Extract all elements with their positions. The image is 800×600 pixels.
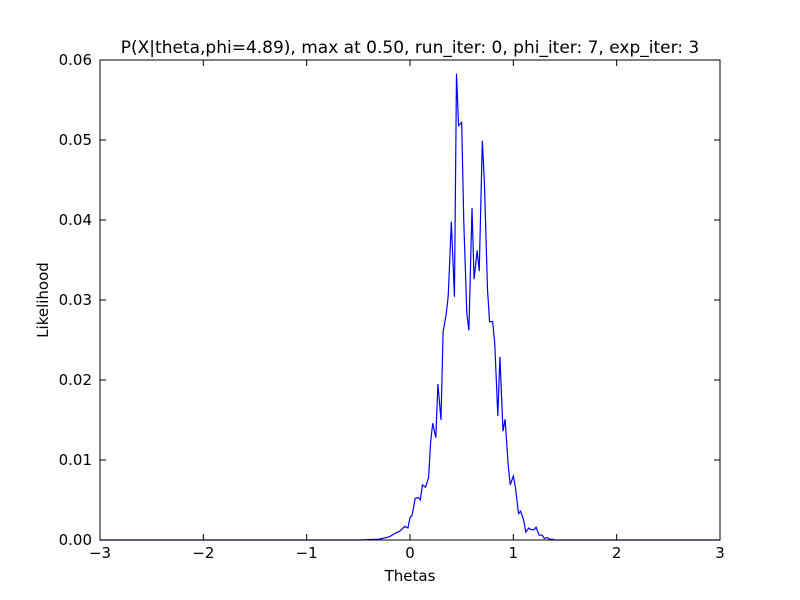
x-tick-label: 0 [405, 544, 415, 562]
x-tick-label: 2 [612, 544, 622, 562]
y-tick-label: 0.05 [59, 131, 92, 149]
y-tick-label: 0.04 [59, 211, 92, 229]
x-tick-label: 3 [715, 544, 725, 562]
y-axis-label: Likelihood [34, 262, 52, 338]
likelihood-line [100, 73, 720, 541]
y-tick-label: 0.06 [59, 51, 92, 69]
x-tick-label: 1 [509, 544, 519, 562]
x-tick-label: −1 [296, 544, 318, 562]
y-tick-label: 0.01 [59, 451, 92, 469]
y-tick-label: 0.03 [59, 291, 92, 309]
x-axis-label: Thetas [384, 567, 436, 585]
x-tick-label: −3 [89, 544, 111, 562]
x-tick-label: −2 [192, 544, 214, 562]
y-axis: 0.00 0.01 0.02 0.03 0.04 0.05 0.06 [59, 51, 720, 549]
plot-frame [99, 59, 721, 541]
y-tick-label: 0.02 [59, 371, 92, 389]
x-axis: −3 −2 −1 0 1 2 3 [89, 60, 725, 562]
chart-title: P(X|theta,phi=4.89), max at 0.50, run_it… [121, 38, 699, 58]
y-tick-label: 0.00 [59, 531, 92, 549]
plot-area [99, 59, 721, 541]
